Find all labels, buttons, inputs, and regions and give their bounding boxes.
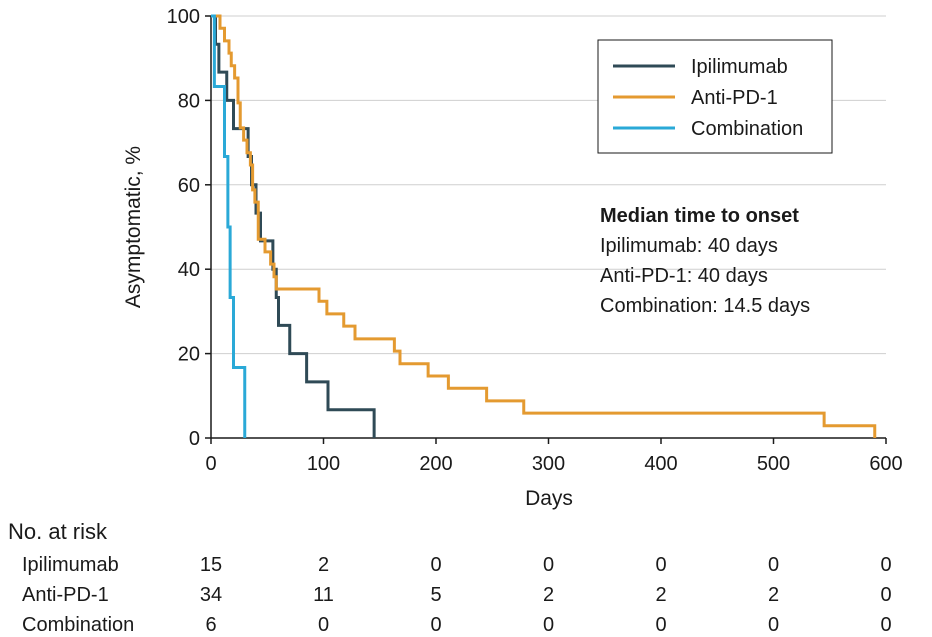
risk-value-combination: 0 <box>880 614 891 636</box>
risk-table: No. at risk Ipilimumab 15 2 0 0 0 0 0 Anti-PD-1 3… <box>8 519 892 636</box>
y-tick-label: 40 <box>178 259 200 281</box>
risk-value-anti-pd-1: 11 <box>313 584 334 606</box>
risk-row-label-combination: Combination <box>22 614 134 636</box>
risk-value-ipilimumab: 2 <box>318 554 329 576</box>
legend-label-combination: Combination <box>691 118 803 140</box>
risk-value-combination: 0 <box>430 614 441 636</box>
x-ticks: 0 100 200 300 400 500 600 <box>205 438 903 475</box>
x-tick-label: 500 <box>757 453 790 475</box>
risk-value-ipilimumab: 0 <box>768 554 779 576</box>
y-tick-label: 20 <box>178 344 200 366</box>
risk-value-anti-pd-1: 2 <box>655 584 666 606</box>
risk-value-anti-pd-1: 2 <box>768 584 779 606</box>
median-line-anti-pd-1: Anti-PD-1: 40 days <box>600 265 768 287</box>
risk-value-ipilimumab: 0 <box>543 554 554 576</box>
x-tick-label: 400 <box>644 453 677 475</box>
risk-value-anti-pd-1: 0 <box>880 584 891 606</box>
risk-value-combination: 0 <box>318 614 329 636</box>
risk-value-ipilimumab: 0 <box>430 554 441 576</box>
series-line-anti-pd-1 <box>211 14 877 438</box>
y-axis-title: Asymptomatic, % <box>122 146 145 308</box>
risk-value-combination: 6 <box>205 614 216 636</box>
risk-value-combination: 0 <box>543 614 554 636</box>
median-title: Median time to onset <box>600 205 799 227</box>
risk-value-ipilimumab: 15 <box>200 554 222 576</box>
x-axis-title: Days <box>525 487 573 510</box>
median-line-combination: Combination: 14.5 days <box>600 295 810 317</box>
risk-value-ipilimumab: 0 <box>880 554 891 576</box>
y-tick-label: 0 <box>189 428 200 450</box>
legend-label-anti-pd-1: Anti-PD-1 <box>691 87 778 109</box>
y-ticks: 0 20 40 60 80 100 <box>167 6 211 450</box>
risk-table-title: No. at risk <box>8 519 108 544</box>
series-lines <box>211 14 877 438</box>
x-tick-label: 300 <box>532 453 565 475</box>
risk-value-combination: 0 <box>768 614 779 636</box>
risk-value-anti-pd-1: 34 <box>200 584 222 606</box>
x-tick-label: 0 <box>205 453 216 475</box>
y-tick-label: 80 <box>178 90 200 112</box>
risk-value-anti-pd-1: 5 <box>430 584 441 606</box>
y-tick-label: 100 <box>167 6 200 28</box>
risk-value-anti-pd-1: 2 <box>543 584 554 606</box>
median-annotation: Median time to onset Ipilimumab: 40 days… <box>600 205 810 317</box>
legend-label-ipilimumab: Ipilimumab <box>691 56 788 78</box>
risk-row-label-anti-pd-1: Anti-PD-1 <box>22 584 109 606</box>
series-line-ipilimumab <box>211 14 376 438</box>
median-line-ipilimumab: Ipilimumab: 40 days <box>600 235 778 257</box>
legend: Ipilimumab Anti-PD-1 Combination <box>597 39 833 154</box>
x-tick-label: 600 <box>869 453 902 475</box>
risk-value-combination: 0 <box>655 614 666 636</box>
y-tick-label: 60 <box>178 175 200 197</box>
x-tick-label: 100 <box>307 453 340 475</box>
series-line-combination <box>211 14 247 438</box>
x-tick-label: 200 <box>419 453 452 475</box>
risk-row-label-ipilimumab: Ipilimumab <box>22 554 119 576</box>
risk-value-ipilimumab: 0 <box>655 554 666 576</box>
